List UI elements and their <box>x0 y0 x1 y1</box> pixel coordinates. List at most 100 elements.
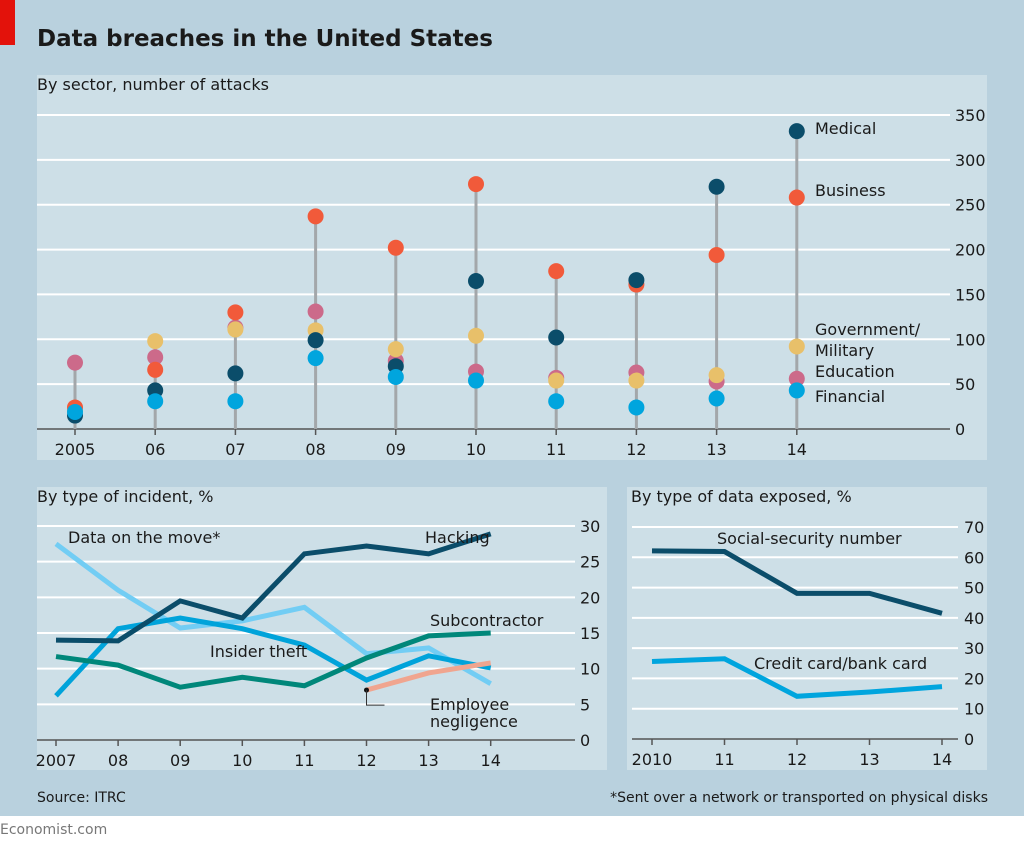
dot-business <box>548 263 565 280</box>
line-employee-negligence <box>365 660 492 693</box>
y-tick-label: 20 <box>580 588 600 607</box>
y-tick-label: 30 <box>580 517 600 536</box>
y-tick-label: 20 <box>964 669 984 688</box>
y-tick-label: 0 <box>955 420 965 439</box>
legend-label: Medical <box>815 119 876 138</box>
legend-label: Education <box>815 362 895 381</box>
dot-government-military <box>387 341 404 358</box>
y-tick-label: 10 <box>580 660 600 679</box>
y-tick-label: 25 <box>580 553 600 572</box>
dot-government-military <box>628 372 645 389</box>
x-tick-label: 11 <box>294 751 314 770</box>
line-data-on-the-move- <box>54 541 492 686</box>
dot-business <box>788 189 805 206</box>
y-tick-label: 70 <box>964 518 984 537</box>
line-insider-theft <box>54 615 492 698</box>
line-hacking <box>55 531 492 644</box>
dot-medical <box>307 332 324 349</box>
x-tick-label: 09 <box>170 751 190 770</box>
line-subcontractor <box>55 630 491 690</box>
x-tick-label: 10 <box>466 440 486 459</box>
dot-business <box>147 361 164 378</box>
x-tick-label: 09 <box>386 440 406 459</box>
y-tick-label: 250 <box>955 196 986 215</box>
dot-medical <box>708 178 725 195</box>
dot-financial <box>227 393 244 410</box>
y-tick-label: 100 <box>955 330 986 349</box>
dot-business <box>708 246 725 263</box>
y-tick-label: 200 <box>955 241 986 260</box>
dot-education <box>147 349 164 366</box>
series-label: Social-security number <box>717 529 902 548</box>
series-label: Subcontractor <box>430 611 544 630</box>
y-tick-label: 5 <box>580 695 590 714</box>
panel-data-exposed <box>627 487 987 770</box>
dot-financial <box>147 393 164 410</box>
source-note: Source: ITRC <box>37 790 126 806</box>
incident-subtitle: By type of incident, % <box>37 487 213 506</box>
x-tick-label: 11 <box>546 440 566 459</box>
x-tick-label: 08 <box>108 751 128 770</box>
legend-label: Government/Military <box>815 320 921 360</box>
x-tick-label: 08 <box>305 440 325 459</box>
y-tick-label: 0 <box>964 730 974 749</box>
dot-financial <box>708 390 725 407</box>
series-label-line: negligence <box>430 712 518 731</box>
dot-financial <box>628 399 645 416</box>
x-tick-label: 13 <box>859 750 879 769</box>
x-tick-label: 2007 <box>36 751 77 770</box>
x-tick-label: 2010 <box>632 750 673 769</box>
dot-government-military <box>147 333 164 350</box>
dot-medical <box>227 365 244 382</box>
footer-brand: Economist.com <box>0 822 107 838</box>
red-tab <box>0 0 15 45</box>
series-label: Insider theft <box>210 642 307 661</box>
dot-education <box>788 370 805 387</box>
x-tick-label: 07 <box>225 440 245 459</box>
y-tick-label: 150 <box>955 285 986 304</box>
line-social-security-number <box>651 548 943 616</box>
callout-line <box>366 690 385 706</box>
dot-medical <box>628 272 645 289</box>
y-tick-label: 300 <box>955 151 986 170</box>
dot-government-military <box>548 372 565 389</box>
footnote: *Sent over a network or transported on p… <box>610 790 988 806</box>
dot-education <box>307 303 324 320</box>
dot-financial <box>307 350 324 367</box>
dot-business <box>387 239 404 256</box>
x-tick-label: 12 <box>356 751 376 770</box>
x-tick-label: 2005 <box>55 440 96 459</box>
dot-government-military <box>227 321 244 338</box>
dot-business <box>468 176 484 193</box>
x-tick-label: 06 <box>145 440 165 459</box>
series-label: Hacking <box>425 528 490 547</box>
x-tick-label: 11 <box>714 750 734 769</box>
dot-government-military <box>788 338 805 355</box>
y-tick-label: 50 <box>955 375 975 394</box>
dot-financial <box>468 372 484 389</box>
dot-financial <box>788 382 805 399</box>
series-label: Credit card/bank card <box>754 654 927 673</box>
dot-financial <box>67 403 83 420</box>
dot-financial <box>387 368 404 385</box>
line-credit-card-bank-card <box>651 656 943 699</box>
dot-government-military <box>468 327 484 344</box>
x-tick-label: 13 <box>418 751 438 770</box>
legend-label: Business <box>815 181 886 200</box>
dot-education <box>67 354 83 371</box>
dot-business <box>307 208 324 225</box>
panel-sector <box>37 75 987 460</box>
data-exposed-subtitle: By type of data exposed, % <box>631 487 852 506</box>
series-label: Employee negligence <box>430 695 518 731</box>
x-tick-label: 13 <box>706 440 726 459</box>
y-tick-label: 30 <box>964 639 984 658</box>
x-tick-label: 14 <box>481 751 501 770</box>
dot-medical <box>788 123 805 140</box>
x-tick-label: 12 <box>787 750 807 769</box>
dot-medical <box>468 272 484 289</box>
x-tick-label: 14 <box>932 750 952 769</box>
series-label: Data on the move* <box>68 528 220 547</box>
y-tick-label: 0 <box>580 731 590 750</box>
dot-business <box>227 304 244 321</box>
chart-title: Data breaches in the United States <box>37 26 493 52</box>
